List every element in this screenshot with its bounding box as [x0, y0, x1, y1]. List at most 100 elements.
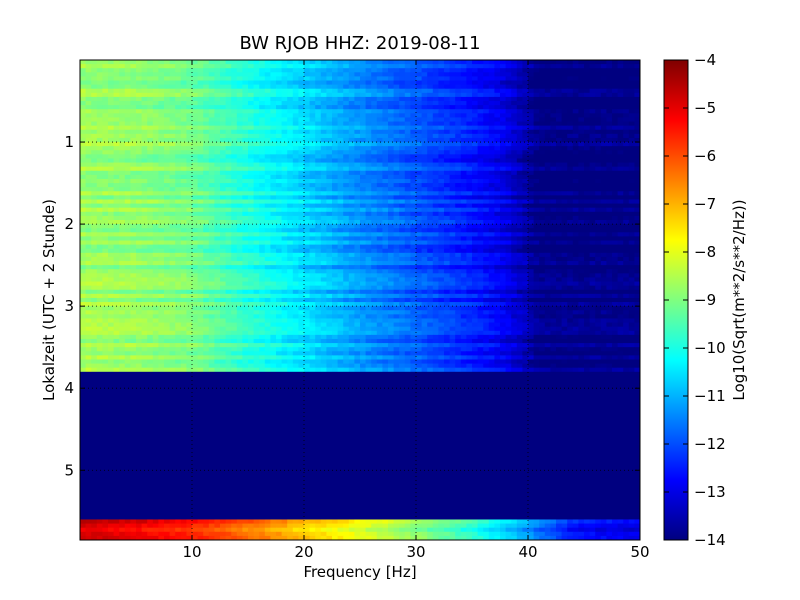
heatmap-cell	[544, 166, 551, 172]
heatmap-cell	[124, 191, 131, 196]
heatmap-cell	[371, 76, 378, 82]
heatmap-cell	[617, 236, 624, 242]
heatmap-cell	[264, 162, 271, 168]
heatmap-cell	[539, 166, 546, 172]
heatmap-cell	[248, 133, 255, 139]
heatmap-cell	[589, 92, 596, 98]
heatmap-cell	[438, 174, 445, 180]
heatmap-cell	[276, 220, 283, 225]
heatmap-cell	[186, 236, 193, 242]
heatmap-cell	[589, 101, 596, 106]
heatmap-cell	[600, 174, 607, 180]
heatmap-cell	[634, 195, 640, 201]
heatmap-cell	[259, 80, 266, 86]
heatmap-cell	[388, 187, 395, 192]
heatmap-cell	[365, 174, 372, 180]
heatmap-cell	[304, 178, 311, 184]
heatmap-cell	[427, 154, 434, 160]
heatmap-cell	[186, 195, 193, 201]
heatmap-cell	[91, 207, 98, 213]
heatmap-cell	[600, 125, 607, 131]
heatmap-cell	[477, 195, 484, 201]
heatmap-cell	[96, 228, 103, 233]
heatmap-cell	[505, 199, 512, 205]
heatmap-cell	[292, 117, 299, 123]
heatmap-cell	[584, 142, 591, 147]
heatmap-cell	[354, 244, 361, 250]
heatmap-cell	[124, 105, 131, 110]
heatmap-cell	[332, 256, 339, 262]
heatmap-cell	[141, 113, 148, 119]
heatmap-cell	[320, 125, 327, 131]
heatmap-cell	[600, 68, 607, 73]
heatmap-cell	[91, 96, 98, 102]
heatmap-cell	[91, 80, 98, 86]
heatmap-cell	[438, 244, 445, 250]
heatmap-cell	[612, 203, 619, 209]
heatmap-cell	[186, 142, 193, 147]
heatmap-cell	[556, 113, 563, 119]
heatmap-cell	[220, 195, 227, 201]
heatmap-cell	[472, 92, 479, 98]
heatmap-cell	[326, 146, 333, 151]
heatmap-cell	[488, 215, 495, 221]
heatmap-cell	[287, 166, 294, 172]
heatmap-cell	[102, 244, 109, 250]
heatmap-cell	[337, 162, 344, 168]
heatmap-cell	[623, 64, 630, 69]
heatmap-cell	[197, 191, 204, 196]
heatmap-cell	[270, 92, 277, 98]
heatmap-cell	[242, 174, 249, 180]
heatmap-cell	[612, 236, 619, 242]
heatmap-cell	[432, 248, 439, 254]
heatmap-cell	[276, 158, 283, 164]
heatmap-cell	[337, 256, 344, 262]
heatmap-cell	[589, 174, 596, 180]
heatmap-cell	[281, 211, 288, 217]
heatmap-cell	[483, 84, 490, 90]
heatmap-cell	[522, 64, 529, 69]
heatmap-cell	[225, 203, 232, 209]
heatmap-cell	[505, 72, 512, 78]
heatmap-cell	[382, 88, 389, 94]
heatmap-cell	[192, 129, 199, 135]
heatmap-cell	[516, 195, 523, 201]
heatmap-cell	[158, 183, 165, 188]
heatmap-cell	[376, 211, 383, 217]
heatmap-cell	[444, 261, 451, 266]
heatmap-cell	[253, 203, 260, 209]
heatmap-cell	[197, 92, 204, 98]
heatmap-cell	[292, 191, 299, 196]
heatmap-cell	[214, 133, 221, 139]
heatmap-cell	[220, 183, 227, 188]
heatmap-cell	[600, 158, 607, 164]
heatmap-cell	[628, 220, 635, 225]
heatmap-cell	[276, 68, 283, 73]
heatmap-cell	[309, 129, 316, 135]
heatmap-cell	[292, 174, 299, 180]
heatmap-cell	[264, 224, 271, 229]
heatmap-cell	[376, 113, 383, 119]
heatmap-cell	[432, 236, 439, 242]
heatmap-cell	[567, 150, 574, 155]
heatmap-cell	[388, 60, 395, 65]
heatmap-cell	[500, 150, 507, 155]
heatmap-cell	[186, 150, 193, 155]
heatmap-cell	[371, 174, 378, 180]
heatmap-cell	[421, 92, 428, 98]
heatmap-cell	[276, 261, 283, 266]
heatmap-cell	[292, 76, 299, 82]
heatmap-cell	[612, 101, 619, 106]
heatmap-cell	[572, 174, 579, 180]
heatmap-cell	[544, 207, 551, 213]
heatmap-cell	[231, 105, 238, 110]
heatmap-cell	[320, 158, 327, 164]
heatmap-cell	[533, 261, 540, 266]
heatmap-cell	[511, 207, 518, 213]
heatmap-cell	[578, 252, 585, 258]
heatmap-cell	[438, 224, 445, 229]
heatmap-cell	[488, 129, 495, 135]
heatmap-cell	[600, 88, 607, 94]
heatmap-cell	[477, 150, 484, 155]
heatmap-cell	[298, 232, 305, 238]
